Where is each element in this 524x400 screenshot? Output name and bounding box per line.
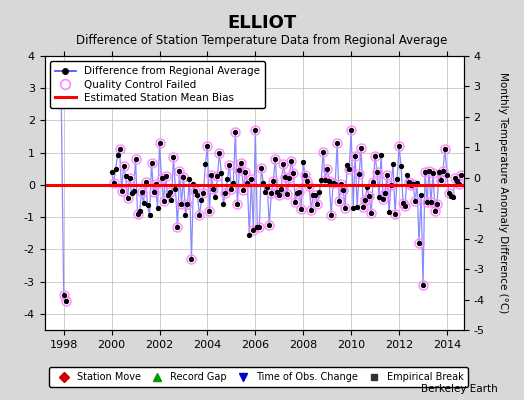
Text: Difference of Station Temperature Data from Regional Average: Difference of Station Temperature Data f… <box>77 34 447 47</box>
Y-axis label: Monthly Temperature Anomaly Difference (°C): Monthly Temperature Anomaly Difference (… <box>498 72 508 314</box>
Text: Berkeley Earth: Berkeley Earth <box>421 384 498 394</box>
Legend: Station Move, Record Gap, Time of Obs. Change, Empirical Break: Station Move, Record Gap, Time of Obs. C… <box>49 367 468 387</box>
Text: ELLIOT: ELLIOT <box>227 14 297 32</box>
